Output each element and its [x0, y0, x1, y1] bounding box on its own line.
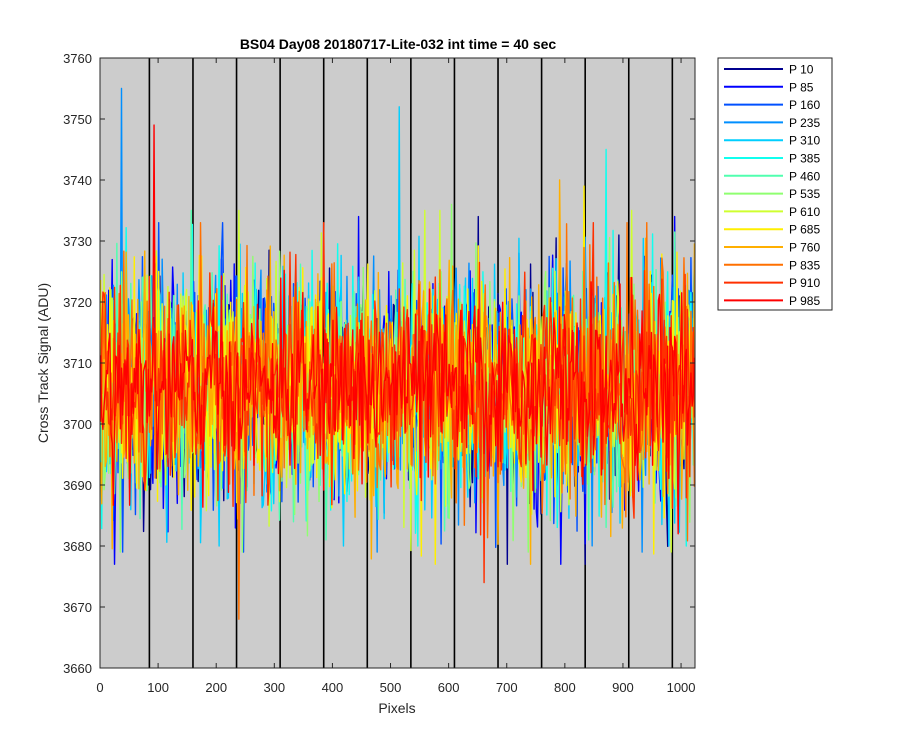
y-tick-label: 3660	[63, 661, 92, 676]
y-tick-label: 3690	[63, 478, 92, 493]
x-tick-label: 0	[96, 680, 103, 695]
x-tick-label: 300	[263, 680, 285, 695]
x-axis-title: Pixels	[378, 700, 415, 716]
legend-label: P 310	[789, 134, 820, 148]
legend-label: P 460	[789, 169, 820, 183]
y-tick-label: 3710	[63, 356, 92, 371]
y-tick-label: 3700	[63, 417, 92, 432]
y-tick-label: 3740	[63, 173, 92, 188]
legend-label: P 160	[789, 98, 820, 112]
x-tick-label: 1000	[667, 680, 696, 695]
legend-label: P 835	[789, 258, 820, 272]
y-axis-title: Cross Track Signal (ADU)	[35, 283, 51, 443]
legend-label: P 385	[789, 152, 820, 166]
x-tick-label: 100	[147, 680, 169, 695]
y-tick-label: 3670	[63, 600, 92, 615]
y-tick-label: 3720	[63, 295, 92, 310]
series-layer	[99, 87, 696, 620]
legend-label: P 235	[789, 116, 820, 130]
legend-label: P 610	[789, 205, 820, 219]
legend-label: P 910	[789, 276, 820, 290]
legend[interactable]: P 10 P 85 P 160 P 235 P 310 P 385 P 460 P 535 P …	[717, 57, 833, 311]
x-tick-label: 600	[438, 680, 460, 695]
x-tick-label: 500	[380, 680, 402, 695]
legend-label: P 85	[789, 80, 814, 94]
legend-label: P 760	[789, 241, 820, 255]
legend-label: P 985	[789, 294, 820, 308]
x-tick-label: 700	[496, 680, 518, 695]
y-tick-label: 3680	[63, 539, 92, 554]
x-tick-label: 900	[612, 680, 634, 695]
y-tick-label: 3750	[63, 112, 92, 127]
x-tick-label: 400	[322, 680, 344, 695]
x-tick-label: 800	[554, 680, 576, 695]
y-tick-label: 3730	[63, 234, 92, 249]
x-tick-label: 200	[205, 680, 227, 695]
legend-box	[717, 57, 833, 311]
legend-label: P 535	[789, 187, 820, 201]
series-line	[99, 124, 696, 535]
y-axis: 3660 3670 3680 3690 3700 3710 3720 3730 3740 3750…	[63, 51, 695, 676]
legend-label: P 685	[789, 223, 820, 237]
chart-title: BS04 Day08 20180717-Lite-032 int time = …	[240, 36, 557, 52]
y-tick-label: 3760	[63, 51, 92, 66]
legend-label: P 10	[789, 63, 814, 77]
x-axis: 0 100 200 300 400 500 600 700 800 900 1000	[96, 58, 696, 695]
